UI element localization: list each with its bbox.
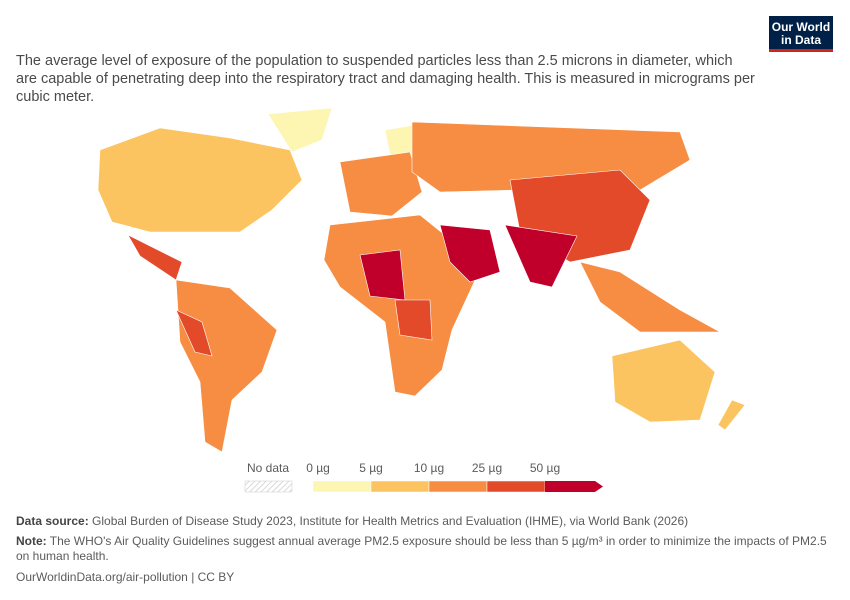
europe xyxy=(339,151,423,217)
subtitle: The average level of exposure of the pop… xyxy=(16,53,755,105)
middle-east xyxy=(439,224,501,283)
greenland xyxy=(267,107,333,153)
note-text: The WHO's Air Quality Guidelines suggest… xyxy=(16,534,827,563)
legend-swatch xyxy=(486,480,546,493)
note-label: Note: xyxy=(16,534,47,548)
source-label: Data source: xyxy=(16,514,89,528)
world-map xyxy=(97,107,746,453)
southeast-asia xyxy=(579,261,721,333)
legend-swatch xyxy=(370,480,430,493)
south-america xyxy=(175,279,278,453)
south-asia xyxy=(504,224,578,288)
legend-swatch xyxy=(545,481,603,492)
north-america xyxy=(97,127,303,233)
legend-no-data-swatch xyxy=(244,480,293,493)
logo: Our World in Data xyxy=(769,16,833,52)
note: Note: The WHO's Air Quality Guidelines s… xyxy=(16,534,836,564)
legend: No data 0 µg 5 µg 10 µg 25 µg 50 µg xyxy=(244,461,603,493)
logo-text: Our World xyxy=(771,20,831,34)
legend-label: 25 µg xyxy=(472,461,502,475)
logo-text: in Data xyxy=(780,33,821,47)
source: Data source: Global Burden of Disease St… xyxy=(16,514,836,529)
legend-label: 10 µg xyxy=(414,461,444,475)
peru xyxy=(175,309,213,357)
central-africa xyxy=(394,299,433,341)
central-america xyxy=(127,234,183,281)
legend-no-data-label: No data xyxy=(247,461,289,475)
legend-label: 5 µg xyxy=(359,461,383,475)
source-text: Global Burden of Disease Study 2023, Ins… xyxy=(92,514,689,528)
legend-label: 50 µg xyxy=(530,461,560,475)
new-zealand xyxy=(717,399,746,431)
legend-label: 0 µg xyxy=(306,461,330,475)
australia xyxy=(611,339,716,423)
legend-swatch xyxy=(312,480,372,493)
url: OurWorldinData.org/air-pollution | CC BY xyxy=(16,570,235,584)
legend-swatch xyxy=(428,480,488,493)
